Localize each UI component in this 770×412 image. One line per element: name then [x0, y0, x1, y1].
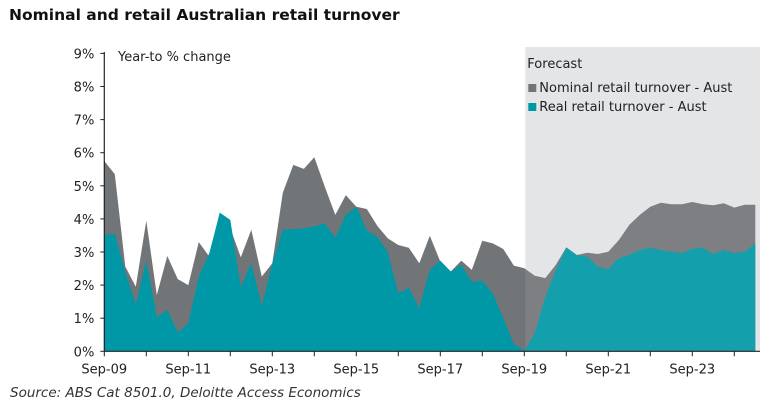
x-tick-label: Sep-21: [585, 362, 631, 377]
x-tick-label: Sep-23: [669, 362, 715, 377]
chart-title: Nominal and retail Australian retail tur…: [9, 6, 400, 24]
x-tick-label: Sep-11: [165, 362, 211, 377]
y-tick-label: 8%: [74, 81, 95, 96]
y-tick-label: 2%: [74, 279, 95, 294]
x-tick-label: Sep-13: [249, 362, 295, 377]
x-tick-label: Sep-09: [81, 362, 127, 377]
legend-swatch: [528, 84, 537, 92]
x-tick-label: Sep-19: [501, 362, 547, 377]
y-tick-label: 5%: [74, 180, 95, 195]
y-axis-title: Year-to % change: [117, 50, 231, 65]
x-tick-label: Sep-15: [333, 362, 379, 377]
y-tick-label: 4%: [74, 213, 95, 228]
legend-label: Nominal retail turnover - Aust: [539, 81, 732, 96]
forecast-overlay: [525, 47, 760, 352]
y-tick-label: 9%: [74, 47, 95, 62]
legend-swatch: [528, 103, 537, 111]
forecast-label: Forecast: [527, 57, 582, 72]
y-tick-label: 7%: [74, 114, 95, 129]
y-tick-label: 0%: [74, 345, 95, 360]
y-tick-label: 3%: [74, 246, 95, 261]
x-tick-label: Sep-17: [417, 362, 463, 377]
source-note: Source: ABS Cat 8501.0, Deloitte Access …: [10, 385, 361, 401]
series-area-real: [104, 206, 756, 352]
legend-label: Real retail turnover - Aust: [539, 100, 706, 115]
y-tick-label: 1%: [74, 312, 95, 327]
y-tick-label: 6%: [74, 147, 95, 162]
